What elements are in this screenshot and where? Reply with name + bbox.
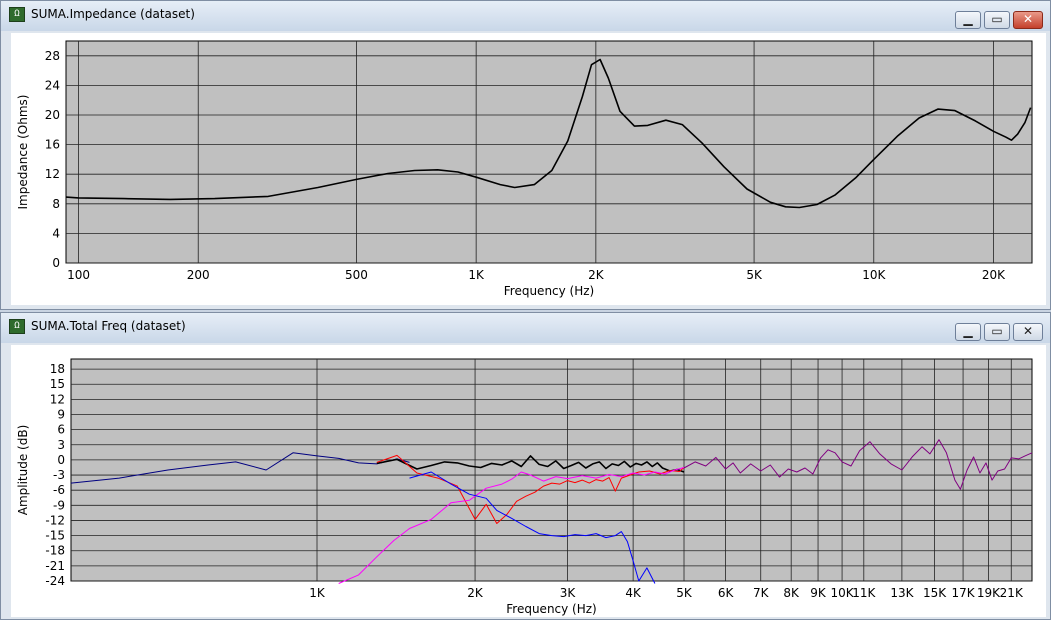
frequency-series-line-5	[683, 439, 1033, 490]
frequency-series-line-4	[409, 471, 656, 584]
impedance-x-tick-label: 5K	[746, 268, 763, 282]
impedance-y-tick-label: 20	[45, 108, 60, 122]
frequency-x-tick-label: 15K	[923, 586, 947, 600]
frequency-y-tick-label: -18	[45, 544, 65, 558]
app-icon[interactable]: Ω	[9, 319, 25, 334]
minimize-button[interactable]: ▁	[955, 11, 981, 29]
minimize-button[interactable]: ▁	[955, 323, 981, 341]
frequency-x-tick-label: 9K	[810, 586, 827, 600]
frequency-y-tick-label: -21	[45, 559, 65, 573]
impedance-x-axis-label: Frequency (Hz)	[504, 284, 595, 298]
frequency-y-tick-label: 12	[50, 392, 65, 406]
impedance-y-axis-label: Impedance (Ohms)	[16, 95, 30, 210]
impedance-chart[interactable]: 100 200 500 1K 2K 5K 10K 20K 0 4 8 12 16 20 24 28 Freque…	[11, 33, 1046, 305]
impedance-y-tick-label: 16	[45, 138, 60, 152]
frequency-y-tick-label: 18	[50, 362, 65, 376]
maximize-icon: ▭	[991, 12, 1003, 26]
impedance-y-tick-label: 8	[52, 197, 60, 211]
frequency-titlebar[interactable]: Ω SUMA.Total Freq (dataset) ▁ ▭ ✕	[1, 313, 1050, 343]
frequency-y-tick-label: -24	[45, 574, 65, 588]
frequency-series-line-0	[70, 452, 410, 484]
frequency-y-tick-label: 9	[57, 408, 65, 422]
frequency-x-tick-label: 4K	[625, 586, 642, 600]
frequency-x-tick-label: 8K	[783, 586, 800, 600]
maximize-button[interactable]: ▭	[984, 11, 1010, 29]
impedance-x-tick-label: 100	[67, 268, 90, 282]
impedance-x-tick-label: 2K	[588, 268, 605, 282]
impedance-titlebar[interactable]: Ω SUMA.Impedance (dataset) ▁ ▭ ✕	[1, 1, 1050, 31]
close-button[interactable]: ✕	[1013, 11, 1043, 29]
impedance-window-title: SUMA.Impedance (dataset)	[31, 7, 195, 21]
impedance-window: Ω SUMA.Impedance (dataset) ▁ ▭ ✕ 100 200 5…	[0, 0, 1051, 310]
frequency-x-tick-label: 7K	[753, 586, 770, 600]
frequency-x-axis-label: Frequency (Hz)	[506, 602, 597, 616]
frequency-y-tick-label: -3	[53, 468, 65, 482]
frequency-x-tick-label: 6K	[718, 586, 735, 600]
frequency-y-tick-label: -15	[45, 529, 65, 543]
frequency-x-tick-label: 13K	[890, 586, 914, 600]
frequency-plot-area[interactable]: 1K 2K 3K 4K 5K 6K 7K 8K 9K 10K 11K 13K 15K 17K 19K 21K 1…	[11, 345, 1046, 617]
frequency-x-tick-label: 17K	[951, 586, 975, 600]
frequency-y-axis-label: Amplitude (dB)	[16, 425, 30, 516]
impedance-plot-background	[65, 40, 1033, 264]
frequency-y-tick-label: 3	[57, 438, 65, 452]
impedance-x-tick-label: 20K	[982, 268, 1006, 282]
frequency-x-tick-label: 11K	[852, 586, 876, 600]
frequency-x-tick-label: 10K	[830, 586, 854, 600]
impedance-y-tick-label: 28	[45, 49, 60, 63]
app-icon[interactable]: Ω	[9, 7, 25, 22]
frequency-plot-background	[70, 358, 1033, 582]
frequency-x-tick-label: 19K	[977, 586, 1001, 600]
frequency-x-tick-label: 3K	[560, 586, 577, 600]
impedance-grid	[66, 41, 1032, 264]
frequency-y-tick-label: -6	[53, 483, 65, 497]
frequency-x-tick-label: 5K	[676, 586, 693, 600]
frequency-y-tick-label: 15	[50, 377, 65, 391]
impedance-x-tick-label: 200	[187, 268, 210, 282]
frequency-window: Ω SUMA.Total Freq (dataset) ▁ ▭ ✕ 1K 2K 3K…	[0, 312, 1051, 620]
frequency-y-tick-label: -9	[53, 498, 65, 512]
minimize-icon: ▁	[963, 12, 973, 26]
frequency-y-tick-label: 6	[57, 423, 65, 437]
impedance-x-tick-label: 10K	[862, 268, 886, 282]
frequency-series-line-2	[376, 454, 685, 524]
frequency-y-tick-label: -12	[45, 513, 65, 527]
impedance-plot-area[interactable]: 100 200 500 1K 2K 5K 10K 20K 0 4 8 12 16 20 24 28 Freque…	[11, 33, 1046, 305]
frequency-x-tick-label: 2K	[467, 586, 484, 600]
frequency-y-tick-label: 0	[57, 453, 65, 467]
close-icon: ✕	[1022, 12, 1034, 26]
impedance-series-line-0	[65, 58, 1032, 209]
maximize-button[interactable]: ▭	[984, 323, 1010, 341]
frequency-x-tick-label: 21K	[1000, 586, 1024, 600]
frequency-window-title: SUMA.Total Freq (dataset)	[31, 319, 186, 333]
close-button[interactable]: ✕	[1013, 323, 1043, 341]
impedance-x-tick-label: 1K	[468, 268, 485, 282]
minimize-icon: ▁	[963, 324, 973, 338]
frequency-series-line-3	[338, 467, 685, 584]
frequency-series-line-1	[376, 455, 685, 473]
close-icon: ✕	[1022, 324, 1034, 338]
impedance-y-tick-label: 12	[45, 167, 60, 181]
impedance-y-tick-label: 4	[52, 226, 60, 240]
impedance-x-tick-label: 500	[345, 268, 368, 282]
impedance-y-tick-label: 24	[45, 78, 60, 92]
maximize-icon: ▭	[991, 324, 1003, 338]
frequency-x-tick-label: 1K	[309, 586, 326, 600]
impedance-y-tick-label: 0	[52, 256, 60, 270]
